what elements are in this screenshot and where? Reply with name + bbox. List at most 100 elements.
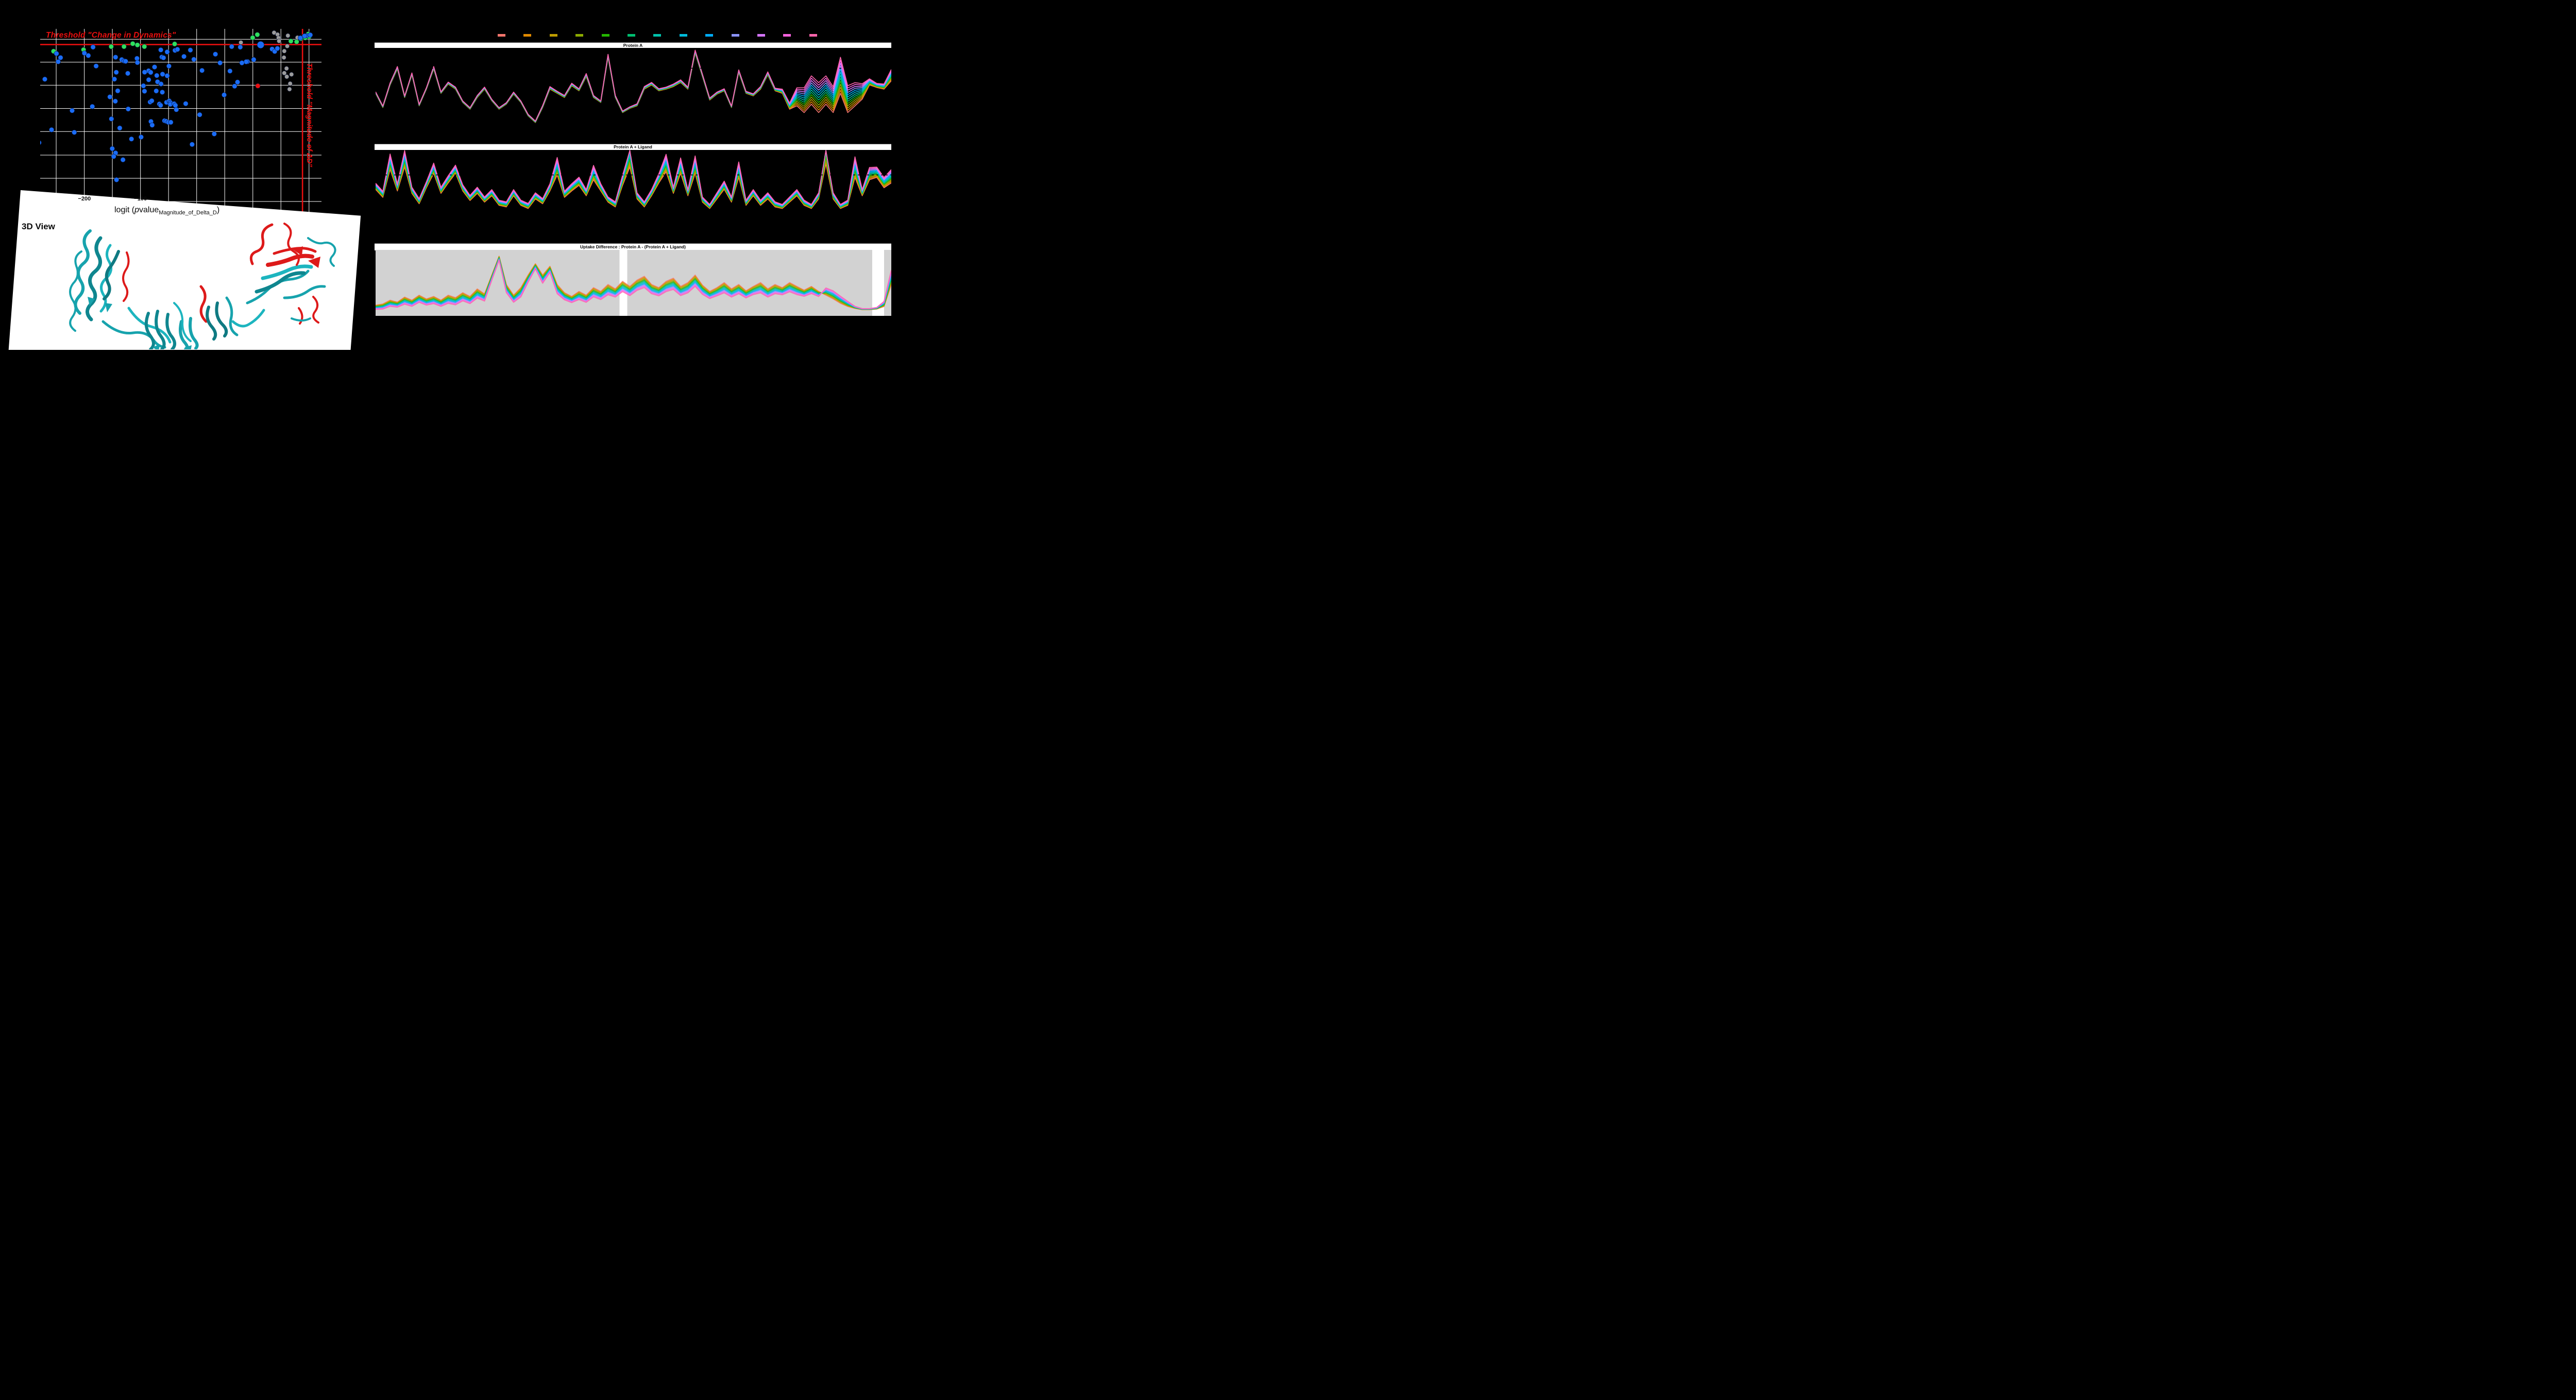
volcano-point[interactable] — [54, 50, 59, 56]
protein-ribbon-3d[interactable] — [52, 221, 340, 349]
volcano-point[interactable] — [251, 57, 257, 62]
volcano-point[interactable] — [281, 55, 286, 60]
volcano-point[interactable] — [130, 41, 135, 46]
volcano-point[interactable] — [58, 55, 63, 60]
volcano-point[interactable] — [168, 120, 174, 125]
volcano-point[interactable] — [174, 107, 179, 112]
volcano-point[interactable] — [164, 73, 170, 79]
volcano-point[interactable] — [308, 32, 313, 38]
volcano-point[interactable] — [255, 83, 261, 89]
legend-swatch-10[interactable] — [731, 34, 739, 37]
volcano-point[interactable] — [109, 116, 114, 122]
volcano-point[interactable] — [113, 70, 119, 75]
volcano-point[interactable] — [285, 43, 290, 48]
volcano-point[interactable] — [114, 177, 120, 182]
volcano-point[interactable] — [255, 32, 260, 38]
volcano-point[interactable] — [227, 68, 233, 74]
volcano-point[interactable] — [289, 72, 294, 77]
volcano-point[interactable] — [148, 70, 154, 75]
volcano-point[interactable] — [282, 48, 287, 54]
volcano-plot[interactable] — [40, 29, 321, 212]
volcano-point[interactable] — [90, 104, 95, 109]
volcano-point[interactable] — [90, 44, 96, 50]
volcano-point[interactable] — [125, 106, 131, 112]
volcano-point[interactable] — [81, 50, 87, 56]
volcano-point[interactable] — [172, 41, 177, 47]
legend-swatch-4[interactable] — [575, 34, 584, 37]
volcano-point[interactable] — [199, 68, 205, 73]
volcano-point[interactable] — [152, 64, 158, 70]
volcano-point[interactable] — [158, 103, 163, 108]
volcano-point[interactable] — [115, 88, 121, 94]
volcano-point[interactable] — [173, 103, 178, 108]
volcano-point[interactable] — [232, 83, 238, 89]
volcano-point[interactable] — [287, 87, 292, 92]
volcano-point[interactable] — [42, 76, 48, 82]
volcano-point[interactable] — [86, 53, 91, 58]
volcano-point[interactable] — [166, 63, 172, 69]
volcano-point[interactable] — [112, 98, 118, 104]
legend-swatch-8[interactable] — [679, 34, 687, 37]
volcano-point[interactable] — [138, 134, 144, 140]
volcano-point[interactable] — [158, 81, 164, 87]
volcano-point[interactable] — [197, 112, 202, 117]
volcano-point[interactable] — [120, 157, 126, 163]
volcano-point[interactable] — [285, 33, 291, 38]
volcano-point[interactable] — [284, 74, 290, 79]
volcano-point[interactable] — [160, 89, 165, 95]
volcano-point[interactable] — [112, 76, 117, 82]
uptake-chart-protein-a[interactable] — [376, 47, 891, 136]
volcano-point[interactable] — [40, 140, 42, 145]
volcano-point[interactable] — [149, 98, 155, 104]
volcano-point[interactable] — [164, 49, 170, 55]
volcano-point[interactable] — [93, 63, 99, 69]
volcano-point[interactable] — [158, 47, 164, 53]
volcano-point[interactable] — [235, 79, 241, 85]
volcano-point[interactable] — [129, 136, 134, 142]
volcano-point[interactable] — [142, 44, 147, 49]
volcano-point[interactable] — [111, 154, 116, 159]
volcano-point[interactable] — [113, 54, 118, 60]
volcano-point[interactable] — [142, 70, 147, 75]
volcano-point[interactable] — [134, 42, 140, 48]
uptake-chart-protein-a-ligand[interactable] — [376, 149, 891, 234]
volcano-point[interactable] — [142, 88, 147, 94]
volcano-point[interactable] — [189, 142, 195, 147]
volcano-point[interactable] — [117, 125, 123, 131]
volcano-point[interactable] — [121, 44, 127, 49]
volcano-point[interactable] — [282, 71, 287, 76]
volcano-point[interactable] — [108, 44, 114, 49]
volcano-point[interactable] — [188, 47, 193, 53]
volcano-point[interactable] — [141, 83, 146, 89]
uptake-difference-chart[interactable] — [376, 250, 891, 318]
volcano-point[interactable] — [107, 94, 113, 100]
volcano-point[interactable] — [257, 41, 265, 49]
volcano-point[interactable] — [146, 77, 151, 82]
volcano-point[interactable] — [181, 54, 187, 59]
volcano-point[interactable] — [191, 57, 197, 62]
volcano-point[interactable] — [49, 127, 55, 132]
legend-swatch-5[interactable] — [601, 34, 609, 37]
volcano-point[interactable] — [123, 58, 128, 64]
volcano-point[interactable] — [239, 40, 244, 45]
volcano-point[interactable] — [229, 44, 234, 49]
legend-swatch-6[interactable] — [628, 34, 635, 37]
volcano-point[interactable] — [239, 60, 245, 66]
volcano-point[interactable] — [175, 46, 180, 52]
volcano-point[interactable] — [70, 108, 75, 113]
volcano-point[interactable] — [238, 44, 243, 50]
volcano-point[interactable] — [154, 73, 160, 78]
legend-swatch-12[interactable] — [783, 34, 791, 37]
legend-swatch-11[interactable] — [757, 34, 765, 37]
legend-swatch-3[interactable] — [549, 34, 557, 37]
volcano-point[interactable] — [288, 38, 294, 44]
volcano-point[interactable] — [161, 55, 166, 61]
volcano-point[interactable] — [217, 60, 223, 66]
legend-swatch-2[interactable] — [523, 34, 532, 37]
volcano-point[interactable] — [183, 101, 189, 107]
legend-swatch-9[interactable] — [705, 34, 714, 37]
volcano-point[interactable] — [243, 59, 249, 64]
volcano-point[interactable] — [213, 52, 218, 57]
volcano-point[interactable] — [277, 39, 282, 44]
volcano-point[interactable] — [297, 35, 303, 41]
